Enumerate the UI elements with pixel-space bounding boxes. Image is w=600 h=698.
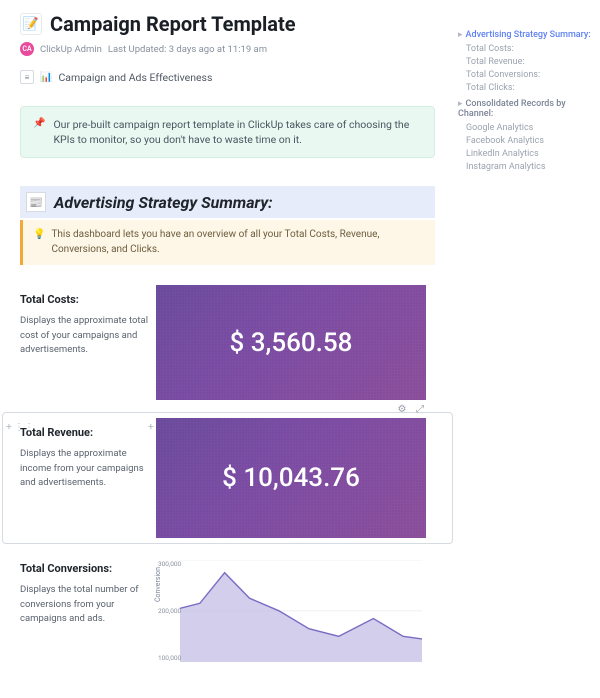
- document-main: 📝 Campaign Report Template CA ClickUp Ad…: [0, 0, 455, 676]
- toc-item[interactable]: Total Conversions:: [466, 70, 594, 80]
- author-avatar[interactable]: CA: [20, 42, 34, 56]
- toc-item[interactable]: Total Revenue:: [466, 57, 594, 67]
- section-subtext: This dashboard lets you have an overview…: [51, 228, 425, 257]
- metric-title-costs: Total Costs:: [20, 293, 148, 306]
- toc-inline-label: Campaign and Ads Effectiveness: [58, 71, 212, 84]
- pin-icon: 📌: [33, 117, 45, 147]
- add-block-icon[interactable]: +: [148, 422, 154, 433]
- metric-row-revenue: + ⋮⋮ + ⋮⋮ Total Revenue: Displays the ap…: [20, 418, 435, 538]
- section-subtext-callout: 💡 This dashboard lets you have an overvi…: [20, 220, 435, 265]
- metric-desc-revenue: Displays the approximate income from you…: [20, 447, 148, 490]
- bullet-icon: ▸: [458, 30, 463, 40]
- card-settings-icon[interactable]: ⚙: [396, 404, 408, 415]
- toc-item[interactable]: Facebook Analytics: [466, 136, 594, 146]
- add-block-icon[interactable]: +: [4, 422, 14, 433]
- toc-item[interactable]: Total Clicks:: [466, 83, 594, 93]
- intro-callout: 📌 Our pre-built campaign report template…: [20, 106, 435, 158]
- chart-svg: [180, 560, 422, 672]
- toc-collapse-icon[interactable]: ≡: [20, 70, 34, 84]
- metric-card-costs[interactable]: $ 3,560.58: [156, 285, 426, 400]
- metric-desc-costs: Displays the approximate total cost of y…: [20, 314, 148, 357]
- metric-row-costs: Total Costs: Displays the approximate to…: [20, 285, 435, 400]
- last-updated: Last Updated: 3 days ago at 11:19 am: [108, 44, 267, 55]
- page-emoji-icon[interactable]: 📝: [20, 13, 42, 35]
- ytick-2: 100,000: [158, 654, 181, 662]
- ytick-0: 300,000: [158, 560, 181, 568]
- section-header-advertising: 📰 Advertising Strategy Summary:: [20, 186, 435, 218]
- toc-head-2-label: Consolidated Records by Channel:: [458, 99, 566, 119]
- card-toolbar[interactable]: ⚙ ⤢: [396, 404, 426, 415]
- title-row: 📝 Campaign Report Template: [20, 12, 435, 36]
- block-handles-left[interactable]: + ⋮⋮: [4, 422, 24, 433]
- section-title: Advertising Strategy Summary:: [54, 193, 273, 212]
- metric-value-revenue: $ 10,043.76: [222, 463, 360, 493]
- metric-text-costs: Total Costs: Displays the approximate to…: [20, 285, 148, 357]
- metric-card-revenue[interactable]: $ 10,043.76: [156, 418, 426, 538]
- drag-handle-icon[interactable]: ⋮⋮: [14, 422, 24, 433]
- metric-value-costs: $ 3,560.58: [230, 328, 353, 358]
- metric-title-revenue: Total Revenue:: [20, 426, 148, 439]
- author-name: ClickUp Admin: [40, 44, 102, 55]
- metric-text-revenue: Total Revenue: Displays the approximate …: [20, 418, 148, 490]
- bullet-icon: ▸: [458, 99, 463, 109]
- metric-desc-conversions: Displays the total number of conversions…: [20, 583, 148, 626]
- metric-row-conversions: Total Conversions: Displays the total nu…: [20, 556, 435, 676]
- toc-item[interactable]: Google Analytics: [466, 123, 594, 133]
- chart-yticks: 300,000 200,000 100,000: [158, 560, 181, 662]
- toc-head-1[interactable]: ▸Advertising Strategy Summary:: [458, 30, 594, 40]
- meta-row: CA ClickUp Admin Last Updated: 3 days ag…: [20, 42, 435, 56]
- toc-head-1-label: Advertising Strategy Summary:: [466, 30, 591, 40]
- toc-item[interactable]: Instagram Analytics: [466, 162, 594, 172]
- intro-callout-text: Our pre-built campaign report template i…: [53, 117, 422, 147]
- toc-item[interactable]: LinkedIn Analytics: [466, 149, 594, 159]
- card-expand-icon[interactable]: ⤢: [414, 404, 426, 415]
- bar-chart-icon: 📊: [40, 72, 52, 83]
- metric-text-conversions: Total Conversions: Displays the total nu…: [20, 556, 148, 626]
- newspaper-icon: 📰: [26, 192, 46, 212]
- outline-sidebar: ▸Advertising Strategy Summary: Total Cos…: [458, 30, 600, 175]
- page-title: Campaign Report Template: [50, 12, 296, 36]
- metric-title-conversions: Total Conversions:: [20, 562, 148, 575]
- toc-head-2[interactable]: ▸Consolidated Records by Channel:: [458, 99, 594, 119]
- toc-inline-link[interactable]: ≡ 📊 Campaign and Ads Effectiveness: [20, 70, 435, 84]
- metric-card-wrap: ⚙ ⤢ $ 10,043.76: [156, 418, 426, 538]
- toc-item[interactable]: Total Costs:: [466, 44, 594, 54]
- bulb-icon: 💡: [33, 228, 45, 257]
- ytick-1: 200,000: [158, 607, 181, 615]
- conversions-chart[interactable]: Conversion 300,000 200,000 100,000: [156, 556, 426, 676]
